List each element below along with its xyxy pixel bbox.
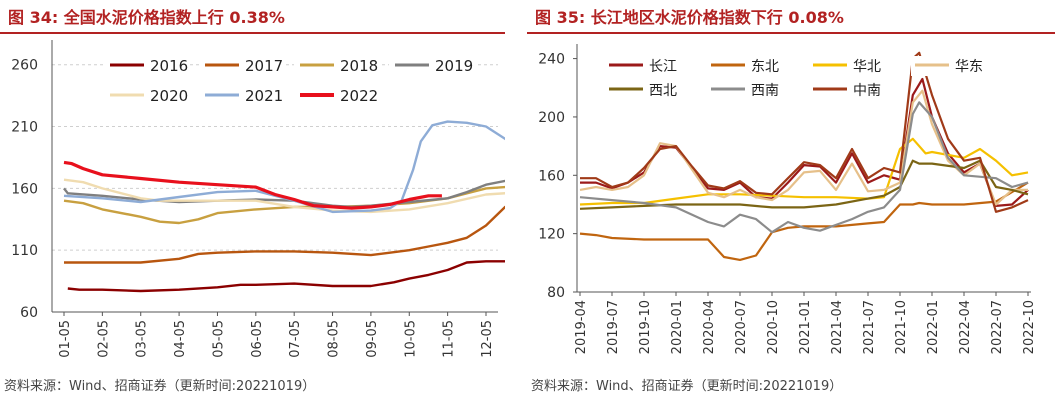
legend-label: 长江: [649, 59, 677, 75]
series-line-西北: [579, 159, 1029, 210]
legend-bg: [104, 55, 190, 75]
x-tick-label: 2019-07: [606, 300, 621, 354]
legend-label: 华北: [853, 59, 881, 75]
series-line-2019: [63, 179, 505, 209]
chart-svg: 60 110 160 210 260 01-05 02-05 03-05 04-05 05-05 0…: [11, 40, 505, 358]
x-tick-label: 2021-07: [862, 300, 877, 354]
x-tick-label: 2022-10: [1022, 300, 1037, 354]
series-line-2016: [67, 260, 505, 293]
y-tick-label: 110: [11, 243, 38, 259]
x-tick-label: 01-05: [58, 320, 73, 358]
x-tick-label: 08-05: [327, 320, 342, 358]
y-tick-label: 80: [547, 285, 565, 301]
legend-bg: [707, 56, 803, 76]
x-tick-label: 2020-10: [766, 300, 781, 354]
x-tick-label: 02-05: [96, 320, 111, 358]
x-tick-label: 05-05: [211, 320, 226, 358]
legend-bg: [389, 55, 475, 75]
legend-label: 2017: [245, 57, 283, 75]
series-line-中南: [580, 51, 1029, 213]
y-tick-label: 60: [20, 305, 38, 321]
legend-label: 西南: [751, 83, 779, 99]
x-tick-label: 2021-04: [830, 300, 845, 354]
x-tick-label: 2020-04: [702, 300, 717, 354]
x-tick-label: 2020-07: [734, 300, 749, 354]
series-line-2022: [63, 160, 442, 210]
x-tick-label: 12-05: [480, 320, 495, 358]
title-rule: [0, 32, 505, 34]
legend-label: 2022: [340, 87, 378, 105]
series-line-华东: [579, 89, 1028, 206]
y-tick-label: 120: [538, 227, 565, 243]
x-tick-label: 2019-10: [638, 300, 653, 354]
legend-label: 2020: [150, 87, 188, 105]
legend-bg: [809, 56, 905, 76]
chart-title: 图 34: 全国水泥价格指数上行 0.38%: [8, 8, 285, 27]
legend-bg: [809, 80, 905, 100]
legend-bg: [294, 85, 380, 105]
legend-label: 2019: [435, 57, 473, 75]
x-tick-label: 2021-01: [798, 300, 813, 354]
chart-svg: 80 120 160 200 240 2019-04 2019-07 2019-10 2020-…: [538, 44, 1037, 354]
x-tick-label: 11-05: [442, 320, 457, 358]
legend-label: 华东: [955, 59, 983, 75]
legend-bg: [605, 80, 701, 100]
series-line-2017: [64, 205, 505, 264]
y-tick-label: 240: [538, 52, 565, 68]
x-tick-label: 03-05: [135, 320, 150, 358]
legend-bg: [199, 55, 285, 75]
legend-label: 2021: [245, 87, 283, 105]
x-tick-label: 04-05: [173, 320, 188, 358]
series-line-西南: [579, 101, 1029, 234]
y-tick-label: 210: [11, 120, 38, 136]
y-tick-label: 160: [11, 181, 38, 197]
panel-national-cement: 图 34: 全国水泥价格指数上行 0.38% 60 110 160 210 260 01-…: [0, 0, 505, 400]
title-rule: [527, 32, 1055, 34]
legend-bg: [294, 55, 380, 75]
y-tick-label: 160: [538, 168, 565, 184]
legend-bg: [104, 85, 190, 105]
legend-bg: [707, 80, 803, 100]
series-line-东北: [579, 181, 1029, 261]
series-line-2020: [63, 178, 505, 214]
legend-label: 2018: [340, 57, 378, 75]
legend-label: 西北: [649, 83, 677, 99]
legend-label: 2016: [150, 57, 188, 75]
legend-label: 东北: [751, 59, 779, 75]
legend-bg: [605, 56, 701, 76]
x-tick-label: 06-05: [250, 320, 265, 358]
x-tick-label: 2021-10: [894, 300, 909, 354]
x-tick-label: 2022-01: [926, 300, 941, 354]
x-tick-label: 2019-04: [574, 300, 589, 354]
chart-title: 图 35: 长江地区水泥价格指数下行 0.08%: [535, 8, 844, 27]
legend-label: 中南: [853, 83, 881, 99]
y-tick-label: 260: [11, 58, 38, 74]
x-tick-label: 2020-01: [670, 300, 685, 354]
x-tick-label: 10-05: [403, 320, 418, 358]
source-note: 资料来源：Wind、招商证券（更新时间:20221019）: [531, 379, 843, 394]
x-tick-label: 09-05: [365, 320, 380, 358]
series-line-2021: [63, 120, 505, 214]
source-note: 资料来源：Wind、招商证券（更新时间:20221019）: [4, 379, 316, 394]
x-tick-label: 2022-04: [958, 300, 973, 354]
legend-bg: [911, 56, 1007, 76]
panel-yangtze-cement: 图 35: 长江地区水泥价格指数下行 0.08% 80 120 160 200 240 2…: [527, 0, 1055, 400]
y-tick-label: 200: [538, 110, 565, 126]
legend-bg: [199, 85, 285, 105]
x-tick-label: 07-05: [288, 320, 303, 358]
x-tick-label: 2022-07: [990, 300, 1005, 354]
